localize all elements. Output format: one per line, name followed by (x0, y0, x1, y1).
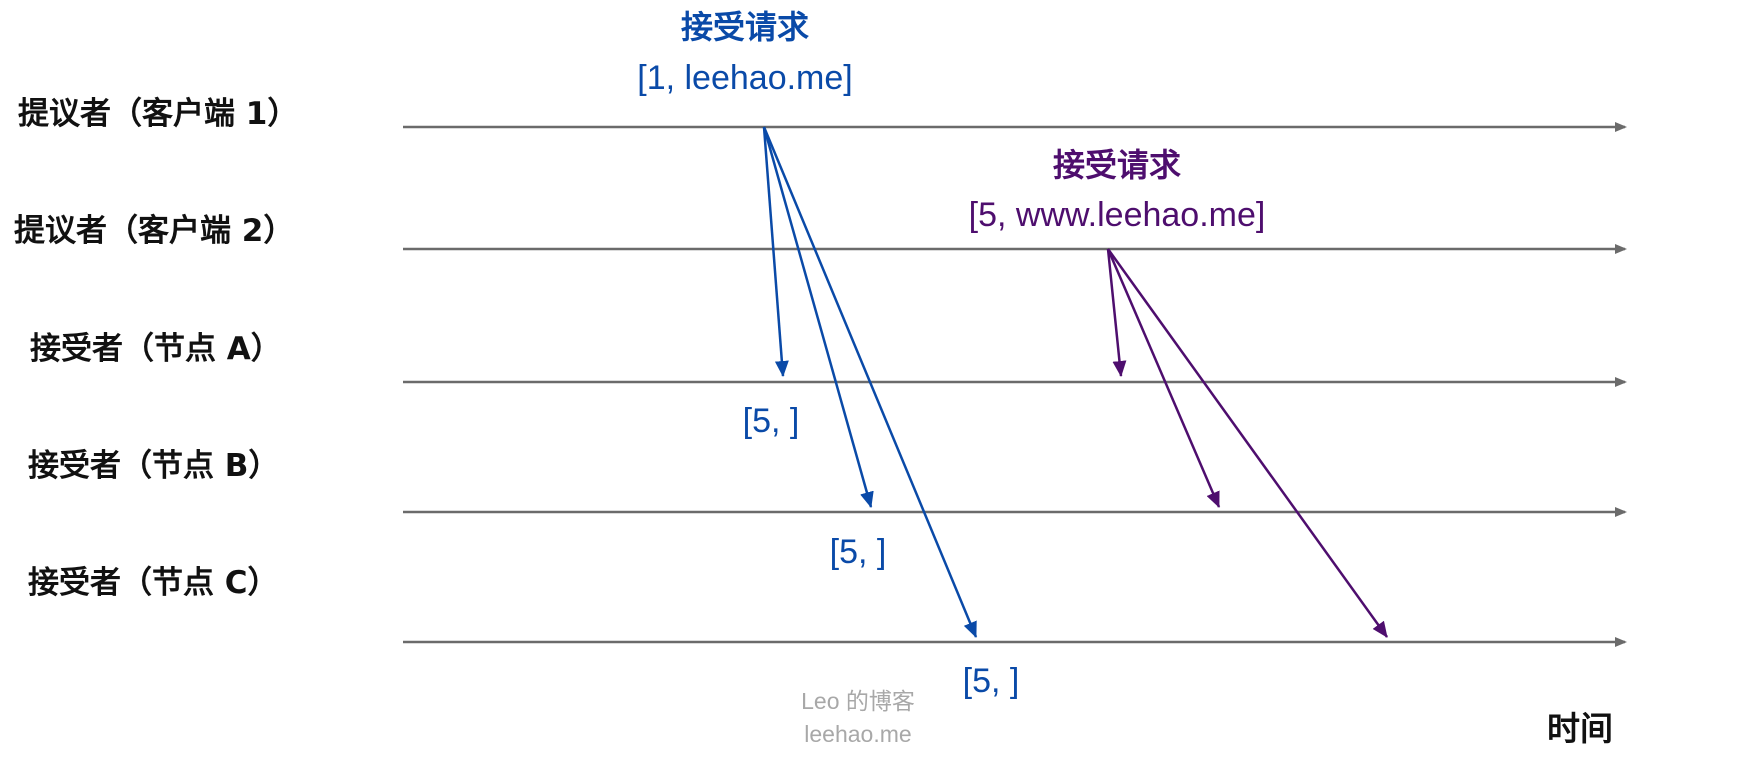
lane-label-acceptor-b: 接受者（节点 B） (28, 448, 280, 484)
lane-label-proposer-2: 提议者（客户端 2） (14, 213, 295, 249)
request-1-arrow-to-node-a (762, 126, 789, 377)
request-1-arrow-to-node-b (762, 126, 874, 508)
time-axis-label: 时间 (1547, 709, 1613, 748)
request-2-title: 接受请求 (1053, 147, 1181, 183)
watermark: Leo 的博客 leehao.me (801, 688, 915, 747)
watermark-line-2: leehao.me (804, 721, 911, 747)
lane-label-acceptor-a: 接受者（节点 A） (30, 331, 282, 367)
request-2-arrow-to-node-a (1106, 248, 1127, 377)
request-1-arrow-to-node-c (762, 126, 978, 638)
request-2-group: 接受请求 [5, www.leehao.me] (969, 147, 1389, 638)
request-2-arrow-to-node-b (1106, 248, 1221, 508)
response-node-b: [5, ] (830, 533, 887, 571)
watermark-line-1: Leo 的博客 (801, 688, 915, 714)
request-2-value: [5, www.leehao.me] (969, 196, 1266, 234)
request-1-title: 接受请求 (681, 9, 809, 45)
lane-label-proposer-1: 提议者（客户端 1） (18, 96, 299, 132)
request-2-arrow-to-node-c (1106, 248, 1389, 638)
response-node-c: [5, ] (963, 662, 1020, 700)
lane-label-acceptor-c: 接受者（节点 C） (28, 565, 279, 601)
responses: [5, ] [5, ] [5, ] (743, 402, 1020, 700)
response-node-a: [5, ] (743, 402, 800, 440)
timelines (403, 122, 1627, 647)
request-1-value: [1, leehao.me] (637, 59, 852, 97)
request-1-group: 接受请求 [1, leehao.me] (637, 9, 978, 638)
